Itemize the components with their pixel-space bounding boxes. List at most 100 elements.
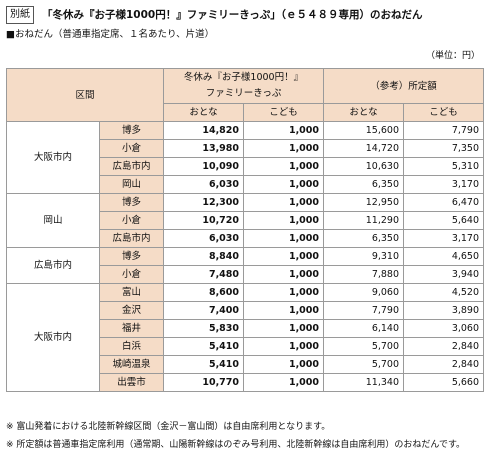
- destination-cell: 富山: [98, 283, 165, 302]
- reference-child-fare: 4,650: [403, 247, 485, 266]
- origin-cell: 広島市内: [6, 247, 100, 284]
- family-ticket-header-line2: ファミリーきっぷ: [205, 88, 282, 99]
- family-adult-fare: 8,840: [163, 247, 245, 266]
- destination-cell: 城崎温泉: [98, 355, 165, 374]
- reference-child-fare: 7,350: [403, 139, 485, 158]
- reference-child-fare: 3,890: [403, 301, 485, 320]
- destination-cell: 福井: [98, 319, 165, 338]
- price-subtitle: ■おねだん（普通車指定席、１名あたり、片道）: [6, 29, 215, 40]
- reference-adult-fare: 5,700: [323, 355, 405, 374]
- family-adult-fare: 5,830: [163, 319, 245, 338]
- unit-note: （単位：円）: [425, 51, 480, 61]
- family-child-fare: 1,000: [243, 283, 325, 302]
- family-child-fare: 1,000: [243, 175, 325, 194]
- family-child-fare: 1,000: [243, 121, 325, 140]
- table-row: 白浜 5,410 1,000 5,700 2,840: [7, 337, 485, 356]
- reference-child-fare: 3,060: [403, 319, 485, 338]
- reference-child-fare: 3,170: [403, 229, 485, 248]
- page-title: 「冬休み『お子様1000円！』ファミリーきっぷ」（ｅ５４８９専用）のおねだん: [42, 9, 423, 21]
- reference-adult-fare: 6,140: [323, 319, 405, 338]
- destination-cell: 白浜: [98, 337, 165, 356]
- destination-cell: 広島市内: [98, 229, 165, 248]
- reference-child-fare: 7,790: [403, 121, 485, 140]
- family-child-fare: 1,000: [243, 229, 325, 248]
- reference-adult-fare: 7,790: [323, 301, 405, 320]
- destination-cell: 小倉: [98, 211, 165, 230]
- family-child-fare: 1,000: [243, 157, 325, 176]
- family-adult-fare: 7,480: [163, 265, 245, 284]
- table-row: 岡山 博多 12,300 1,000 12,950 6,470: [6, 193, 485, 248]
- family-adult-fare: 8,600: [163, 283, 245, 302]
- reference-adult-fare: 7,880: [323, 265, 405, 284]
- family-adult-header: おとな: [163, 103, 245, 122]
- origin-cell: 大阪市内: [6, 121, 100, 194]
- reference-child-fare: 2,840: [403, 355, 485, 374]
- family-child-fare: 1,000: [243, 139, 325, 158]
- fare-table: 区間 冬休み『お子様1000円！』 ファミリーきっぷ （参考）所定額 おとな こ…: [5, 68, 485, 392]
- footnotes: ※ 富山発着における北陸新幹線区間（金沢－富山間）は自由席利用となります。 ※ …: [6, 418, 486, 454]
- destination-cell: 博多: [98, 121, 165, 140]
- destination-cell: 出雲市: [98, 373, 165, 392]
- reference-adult-fare: 9,060: [323, 283, 405, 302]
- reference-child-fare: 5,640: [403, 211, 485, 230]
- family-ticket-header: 冬休み『お子様1000円！』 ファミリーきっぷ: [163, 68, 325, 104]
- footnote: ※ 所定額は普通車指定席利用（通常期、山陽新幹線はのぞみ号利用、北陸新幹線は自由…: [6, 440, 466, 450]
- family-adult-fare: 7,400: [163, 301, 245, 320]
- family-adult-fare: 14,820: [163, 121, 245, 140]
- document-header: 別紙 「冬休み『お子様1000円！』ファミリーきっぷ」（ｅ５４８９専用）のおねだ…: [6, 6, 484, 24]
- origin-cell: 岡山: [6, 193, 100, 248]
- reference-adult-fare: 9,310: [323, 247, 405, 266]
- table-row: 出雲市 10,770 1,000 11,340 5,660: [7, 373, 485, 392]
- family-adult-fare: 10,090: [163, 157, 245, 176]
- table-row: 小倉 10,720 1,000 11,290 5,640: [7, 211, 485, 230]
- family-child-fare: 1,000: [243, 373, 325, 392]
- family-child-fare: 1,000: [243, 193, 325, 212]
- table-row: 広島市内 10,090 1,000 10,630 5,310: [7, 157, 485, 176]
- family-adult-fare: 10,720: [163, 211, 245, 230]
- table-row: 広島市内 博多 8,840 1,000 9,310 4,650: [6, 247, 485, 284]
- family-adult-fare: 6,030: [163, 229, 245, 248]
- destination-cell: 小倉: [98, 139, 165, 158]
- destination-cell: 小倉: [98, 265, 165, 284]
- table-row: 大阪市内 富山 8,600 1,000 9,060 4,520: [6, 283, 485, 392]
- reference-adult-fare: 6,350: [323, 229, 405, 248]
- family-child-fare: 1,000: [243, 211, 325, 230]
- family-adult-fare: 12,300: [163, 193, 245, 212]
- family-child-fare: 1,000: [243, 355, 325, 374]
- reference-child-fare: 4,520: [403, 283, 485, 302]
- family-adult-fare: 5,410: [163, 355, 245, 374]
- reference-child-fare: 5,660: [403, 373, 485, 392]
- destination-cell: 広島市内: [98, 157, 165, 176]
- reference-adult-fare: 6,350: [323, 175, 405, 194]
- reference-adult-fare: 12,950: [323, 193, 405, 212]
- section-header: 区間: [5, 68, 165, 122]
- destination-cell: 岡山: [98, 175, 165, 194]
- reference-child-header: こども: [403, 103, 485, 122]
- table-row: 小倉 7,480 1,000 7,880 3,940: [7, 265, 485, 284]
- reference-child-fare: 3,940: [403, 265, 485, 284]
- reference-adult-fare: 14,720: [323, 139, 405, 158]
- reference-adult-fare: 10,630: [323, 157, 405, 176]
- table-row: 広島市内 6,030 1,000 6,350 3,170: [7, 229, 485, 248]
- reference-child-fare: 6,470: [403, 193, 485, 212]
- family-ticket-header-line1: 冬休み『お子様1000円！』: [183, 72, 304, 83]
- table-row: 岡山 6,030 1,000 6,350 3,170: [7, 175, 485, 194]
- destination-cell: 博多: [98, 193, 165, 212]
- destination-cell: 金沢: [98, 301, 165, 320]
- family-child-fare: 1,000: [243, 265, 325, 284]
- reference-adult-fare: 5,700: [323, 337, 405, 356]
- destination-cell: 博多: [98, 247, 165, 266]
- family-child-fare: 1,000: [243, 247, 325, 266]
- reference-adult-fare: 11,290: [323, 211, 405, 230]
- family-adult-fare: 5,410: [163, 337, 245, 356]
- reference-price-header: （参考）所定額: [323, 68, 485, 104]
- family-child-header: こども: [243, 103, 325, 122]
- reference-child-fare: 2,840: [403, 337, 485, 356]
- family-child-fare: 1,000: [243, 337, 325, 356]
- family-adult-fare: 6,030: [163, 175, 245, 194]
- origin-cell: 大阪市内: [6, 283, 100, 392]
- reference-child-fare: 3,170: [403, 175, 485, 194]
- footnote: ※ 富山発着における北陸新幹線区間（金沢－富山間）は自由席利用となります。: [6, 422, 331, 432]
- family-adult-fare: 13,980: [163, 139, 245, 158]
- attachment-label: 別紙: [6, 6, 34, 24]
